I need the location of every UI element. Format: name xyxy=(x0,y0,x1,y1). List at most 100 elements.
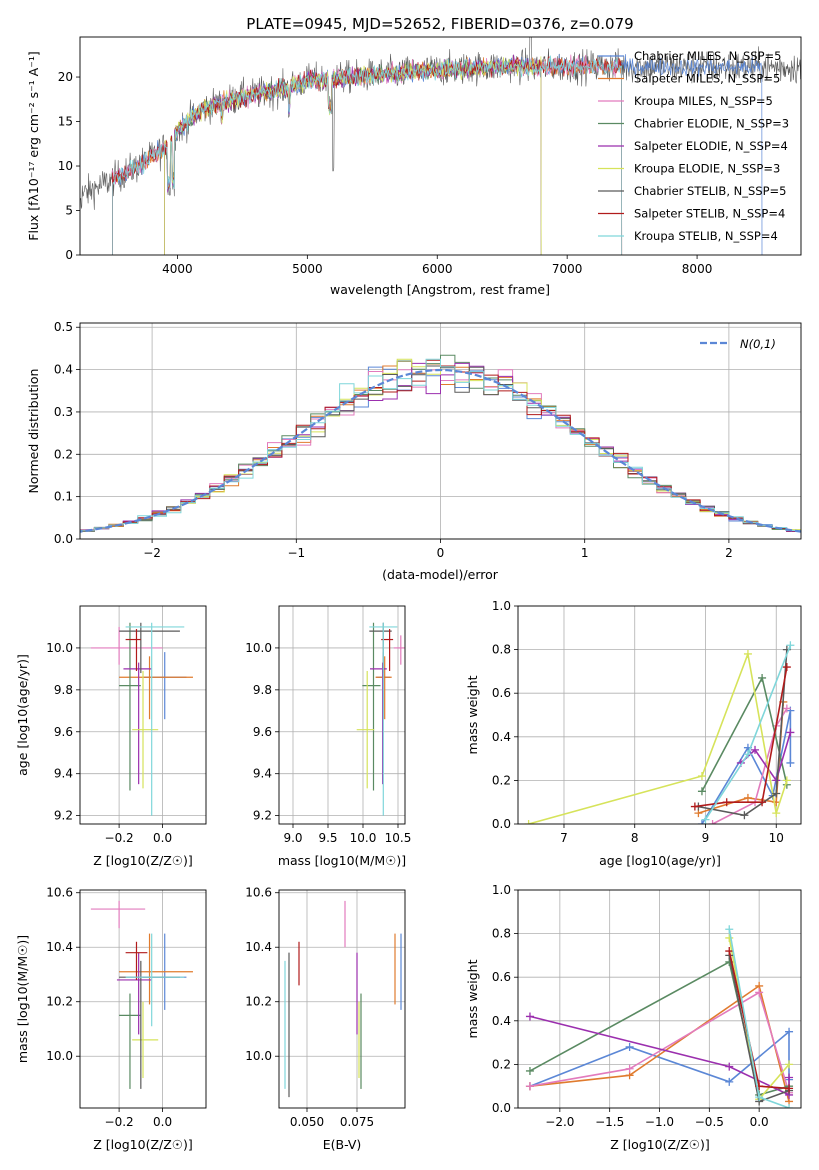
weight-marker xyxy=(722,798,731,807)
panel-frame xyxy=(517,605,802,825)
weight-marker xyxy=(785,1084,794,1093)
weight-marker xyxy=(786,758,795,767)
y-tick-label: 20 xyxy=(58,70,73,84)
panel-frame xyxy=(278,605,406,825)
x-tick-label: −0.2 xyxy=(105,1115,134,1129)
panel-grid xyxy=(279,890,405,1108)
x-tick-label: 9.0 xyxy=(283,831,302,845)
y-tick-label: 0.2 xyxy=(492,1057,511,1071)
legend-label: Chabrier STELIB, N_SSP=5 xyxy=(634,184,786,198)
x-tick-label: 10.0 xyxy=(350,831,377,845)
weight-marker xyxy=(786,728,795,737)
mass-vs-Z-panel: −0.2 0.0 10.0 10.2 10.4 10.6 xyxy=(46,886,207,1129)
y-tick-label: 0.4 xyxy=(54,363,73,377)
mass-vs-Z-xlabel: Z [log10(Z/Z☉)] xyxy=(93,1137,193,1152)
weight-marker xyxy=(743,750,752,759)
age-vs-mass-panel: 9.0 9.5 10.0 10.5 9.2 9.4 9.6 9.8 10.0 xyxy=(245,605,411,845)
panel-data xyxy=(90,900,193,1089)
weight-marker xyxy=(708,820,717,824)
spectrum-xlabel: wavelength [Angstrom, rest frame] xyxy=(330,282,550,297)
x-tick-label: 1 xyxy=(581,546,589,560)
y-tick-label: 0 xyxy=(65,248,73,262)
weight-marker xyxy=(782,663,791,672)
residual-histogram xyxy=(80,358,801,534)
y-tick-label: 0.0 xyxy=(492,1101,511,1115)
residual-panel: −2 −1 0 1 2 0.0 0.1 0.2 0.3 0.4 0.5 (data-model)/e… xyxy=(26,320,802,582)
weight-marker xyxy=(772,809,781,818)
y-tick-label: 1.0 xyxy=(492,883,511,897)
x-tick-label: −0.5 xyxy=(695,1115,724,1129)
weight-marker xyxy=(751,745,760,754)
age-vs-Z-xlabel: Z [log10(Z/Z☉)] xyxy=(93,853,193,868)
weight-marker xyxy=(525,1082,534,1091)
weight-marker xyxy=(725,933,734,942)
weight-marker xyxy=(697,772,706,781)
legend-label: Salpeter STELIB, N_SSP=4 xyxy=(634,207,785,221)
weight-marker xyxy=(625,1064,634,1073)
legend-label: Salpeter MILES, N_SSP=5 xyxy=(634,72,780,86)
y-tick-label: 9.4 xyxy=(253,767,272,781)
x-tick-label: 7000 xyxy=(552,262,583,276)
spectrum-series-line xyxy=(164,58,542,255)
weight-marker xyxy=(743,793,752,802)
weight-series-line xyxy=(694,666,788,808)
y-tick-label: 15 xyxy=(58,115,73,129)
y-tick-label: 9.6 xyxy=(54,725,73,739)
panel-grid xyxy=(518,889,801,1109)
y-tick-label: 10 xyxy=(58,159,73,173)
weight-marker xyxy=(701,815,710,824)
legend-label: Chabrier ELODIE, N_SSP=3 xyxy=(634,117,789,131)
weight-marker xyxy=(785,1060,794,1069)
weight-marker xyxy=(725,947,734,956)
x-tick-label: 0.0 xyxy=(153,831,172,845)
weight-marker xyxy=(755,988,764,997)
x-tick-label: −0.2 xyxy=(105,831,134,845)
spectrum-series-line xyxy=(164,56,542,255)
age-vs-Z-panel: −0.2 0.0 9.2 9.4 9.6 9.8 10.0 xyxy=(46,605,207,845)
x-tick-label: 0 xyxy=(437,546,445,560)
weight-marker xyxy=(785,1104,794,1108)
x-tick-label: 2 xyxy=(725,546,733,560)
panel-ticks: 9.0 9.5 10.0 10.5 9.2 9.4 9.6 9.8 10.0 xyxy=(245,641,411,845)
mass-vs-Z-ylabel: mass [log10(M/M☉)] xyxy=(15,935,30,1063)
y-tick-label: 10.4 xyxy=(245,940,272,954)
weight-marker xyxy=(524,820,533,824)
weight-vs-Z-xlabel: Z [log10(Z/Z☉)] xyxy=(610,1137,710,1152)
weight-marker xyxy=(697,787,706,796)
x-tick-label: 9.5 xyxy=(318,831,337,845)
y-tick-label: 9.4 xyxy=(54,767,73,781)
y-tick-label: 9.8 xyxy=(253,683,272,697)
panel-data xyxy=(524,641,795,824)
panel-ticks: 7 8 9 10 0.0 0.2 0.4 0.6 0.8 1.0 xyxy=(492,599,784,845)
weight-marker xyxy=(525,1066,534,1075)
mass-vs-ebv-panel: 0.050 0.075 10.0 10.2 10.4 10.6 xyxy=(245,886,406,1129)
y-tick-label: 0.6 xyxy=(492,970,511,984)
residual-ylabel: Normed distribution xyxy=(26,369,41,494)
panel-ticks: −2.0 −1.5 −1.0 −0.5 0.0 0.0 0.2 0.4 0.6 0.8 1.0 xyxy=(492,883,769,1129)
mass-vs-ebv-xlabel: E(B-V) xyxy=(323,1137,362,1152)
weight-marker xyxy=(740,811,749,820)
weight-marker xyxy=(697,820,706,824)
weight-marker xyxy=(758,798,767,807)
x-tick-label: −2.0 xyxy=(545,1115,574,1129)
spectrum-ylabel: Flux [fλ10⁻¹⁷ erg cm⁻² s⁻¹ A⁻¹] xyxy=(26,51,41,240)
weight-marker xyxy=(782,704,791,713)
legend-label: Kroupa MILES, N_SSP=5 xyxy=(634,94,773,108)
y-tick-label: 10.2 xyxy=(46,995,73,1009)
y-tick-label: 10.0 xyxy=(245,1049,272,1063)
y-tick-label: 9.2 xyxy=(54,809,73,823)
weight-marker xyxy=(785,1073,794,1082)
y-tick-label: 0.8 xyxy=(492,927,511,941)
age-vs-Z-ylabel: age [log10(age/yr)] xyxy=(15,654,30,776)
weight-vs-Z-panel: −2.0 −1.5 −1.0 −0.5 0.0 0.0 0.2 0.4 0.6 0.8 1.0 xyxy=(492,883,802,1129)
y-tick-label: 0.0 xyxy=(492,817,511,831)
weight-vs-Z-ylabel: mass weight xyxy=(465,959,480,1038)
x-tick-label: −1 xyxy=(287,546,305,560)
legend-normal-label: N(0,1) xyxy=(740,337,776,351)
panel-data xyxy=(356,622,405,816)
y-tick-label: 10.2 xyxy=(245,995,272,1009)
y-tick-label: 5 xyxy=(65,204,73,218)
residual-legend: N(0,1) xyxy=(700,337,776,351)
x-tick-label: 0.0 xyxy=(750,1115,769,1129)
